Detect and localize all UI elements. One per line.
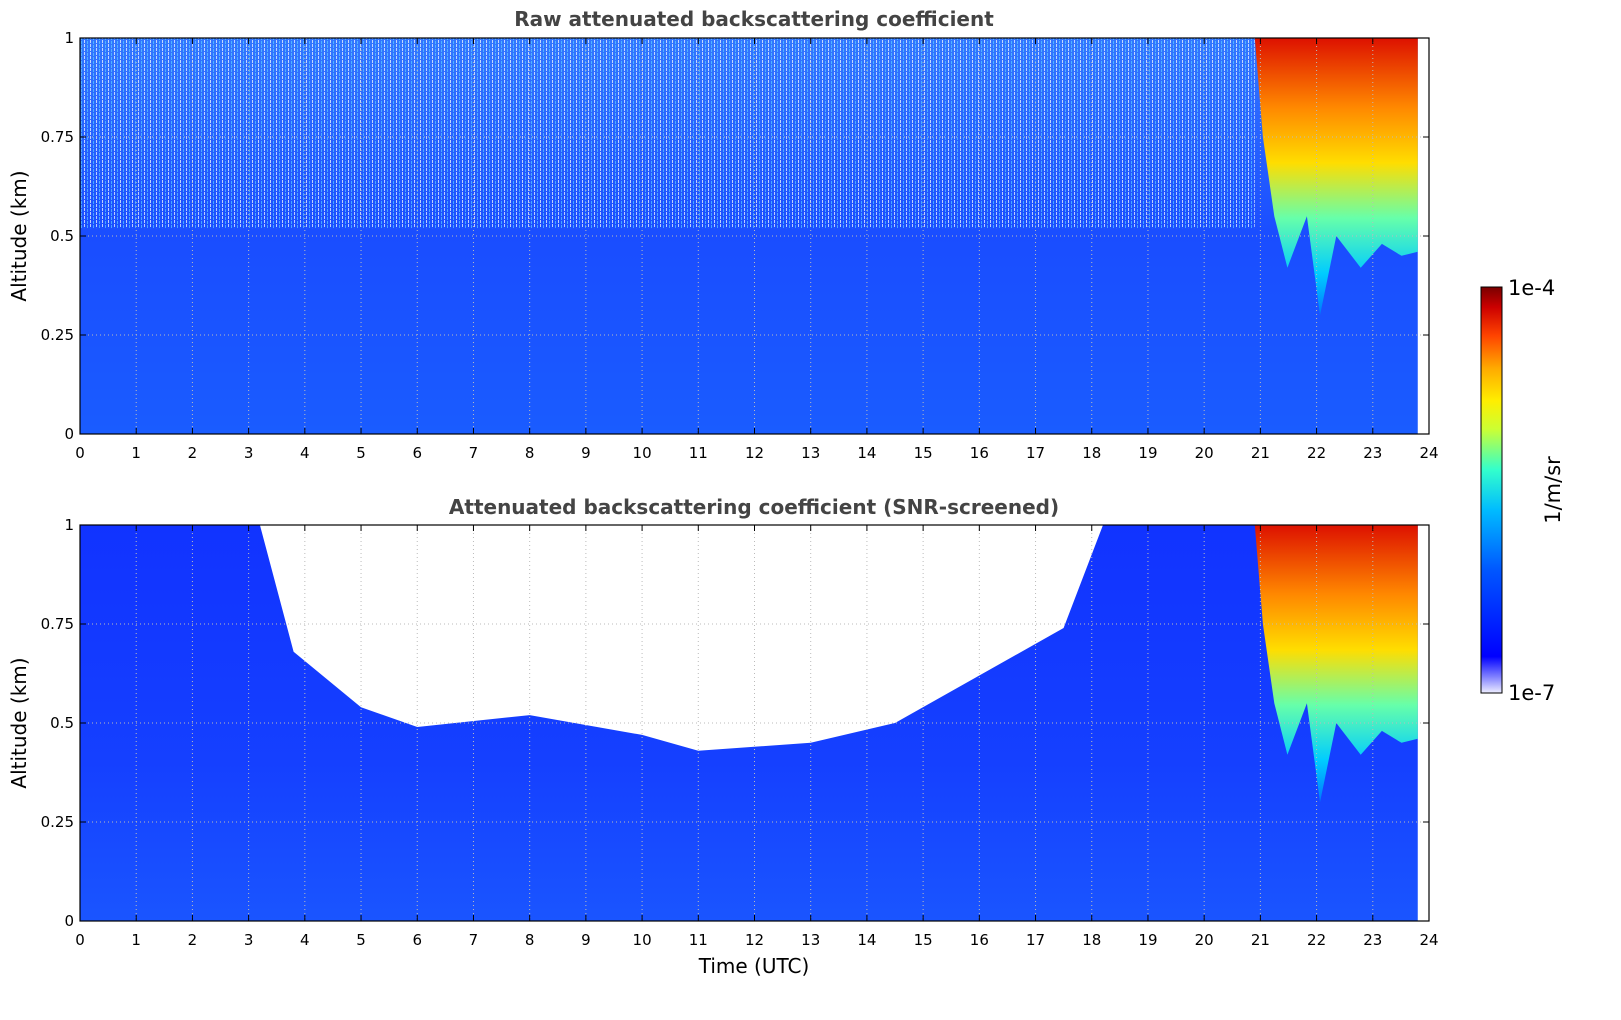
y-axis-raw: 0 0.25 0.5 0.75 1: [41, 29, 1429, 443]
x-tick-label: 3: [244, 444, 254, 462]
x-tick-label: 0: [75, 931, 85, 949]
x-tick-label: 21: [1251, 444, 1270, 462]
x-axis-screened: 0 1 2 3 4 5 6 7 8 9 10 11 12 13 14 15 16 17 18 19 20 21 22 23 24: [75, 525, 1439, 949]
x-tick-label: 5: [356, 931, 366, 949]
x-tick-label: 15: [914, 931, 933, 949]
y-axis-screened: 0 0.25 0.5 0.75 1: [41, 516, 1429, 930]
colorbar-min-label: 1e-7: [1508, 681, 1555, 705]
x-tick-label: 8: [525, 931, 535, 949]
x-tick-label: 16: [970, 931, 989, 949]
x-tick-label: 12: [745, 931, 764, 949]
x-tick-label: 11: [689, 444, 708, 462]
x-tick-label: 17: [1026, 931, 1045, 949]
x-tick-label: 4: [300, 444, 310, 462]
x-tick-label: 9: [581, 444, 591, 462]
colorbar: 1e-4 1e-7 1/m/sr: [1480, 276, 1565, 705]
x-tick-label: 18: [1082, 931, 1101, 949]
y-tick-label: 0: [64, 425, 74, 443]
x-tick-label: 19: [1138, 444, 1157, 462]
x-tick-label: 9: [581, 931, 591, 949]
x-tick-label: 0: [75, 444, 85, 462]
x-tick-label: 14: [857, 444, 876, 462]
x-tick-label: 20: [1195, 444, 1214, 462]
chart-title-raw: Raw attenuated backscattering coefficien…: [514, 7, 994, 31]
x-tick-label: 2: [188, 931, 198, 949]
x-tick-label: 5: [356, 444, 366, 462]
x-tick-label: 14: [857, 931, 876, 949]
x-tick-label: 2: [188, 444, 198, 462]
x-tick-label: 8: [525, 444, 535, 462]
chart-title-screened: Attenuated backscattering coefficient (S…: [449, 495, 1059, 519]
raw-noise-texture: [80, 38, 1255, 229]
x-tick-label: 22: [1307, 931, 1326, 949]
x-tick-label: 3: [244, 931, 254, 949]
x-tick-label: 13: [801, 444, 820, 462]
y-tick-label: 0.25: [41, 813, 74, 831]
x-axis-raw: 0 1 2 3 4 5 6 7 8 9 10 11 12 13 14 15 16 17 18 19 20 21 22 23 24: [75, 38, 1439, 462]
x-tick-label: 10: [633, 931, 652, 949]
grid-raw: [80, 38, 1429, 434]
y-tick-label: 0.25: [41, 326, 74, 344]
x-tick-label: 16: [970, 444, 989, 462]
screened-cloud-region: [1254, 525, 1418, 803]
y-tick-label: 1: [64, 516, 74, 534]
colorbar-gradient: [1480, 286, 1503, 694]
x-tick-label: 4: [300, 931, 310, 949]
ylabel-screened: Altitude (km): [7, 657, 31, 788]
x-tick-label: 12: [745, 444, 764, 462]
grid-screened: [80, 525, 1429, 921]
y-tick-label: 1: [64, 29, 74, 47]
x-tick-label: 21: [1251, 931, 1270, 949]
x-tick-label: 20: [1195, 931, 1214, 949]
x-tick-label: 24: [1419, 444, 1438, 462]
colorbar-unit-label: 1/m/sr: [1541, 456, 1565, 524]
x-tick-label: 23: [1363, 444, 1382, 462]
x-tick-label: 23: [1363, 931, 1382, 949]
x-tick-label: 17: [1026, 444, 1045, 462]
x-tick-label: 22: [1307, 444, 1326, 462]
x-tick-label: 7: [469, 444, 479, 462]
x-tick-label: 6: [412, 931, 422, 949]
y-tick-label: 0.75: [41, 615, 74, 633]
panel-screened: Attenuated backscattering coefficient (S…: [7, 495, 1439, 978]
x-tick-label: 15: [914, 444, 933, 462]
x-tick-label: 11: [689, 931, 708, 949]
x-tick-label: 6: [412, 444, 422, 462]
x-tick-label: 1: [131, 931, 141, 949]
x-tick-label: 7: [469, 931, 479, 949]
x-tick-label: 10: [633, 444, 652, 462]
y-tick-label: 0: [64, 912, 74, 930]
x-tick-label: 18: [1082, 444, 1101, 462]
y-tick-label: 0.5: [50, 714, 74, 732]
x-tick-label: 19: [1138, 931, 1157, 949]
ylabel-raw: Altitude (km): [7, 170, 31, 301]
y-tick-label: 0.5: [50, 227, 74, 245]
x-tick-label: 24: [1419, 931, 1438, 949]
panel-raw: Raw attenuated backscattering coefficien…: [7, 7, 1439, 462]
x-tick-label: 1: [131, 444, 141, 462]
raw-cloud-region: [1254, 38, 1418, 316]
y-tick-label: 0.75: [41, 128, 74, 146]
x-tick-label: 13: [801, 931, 820, 949]
colorbar-max-label: 1e-4: [1508, 276, 1555, 300]
xlabel-time: Time (UTC): [698, 954, 810, 978]
